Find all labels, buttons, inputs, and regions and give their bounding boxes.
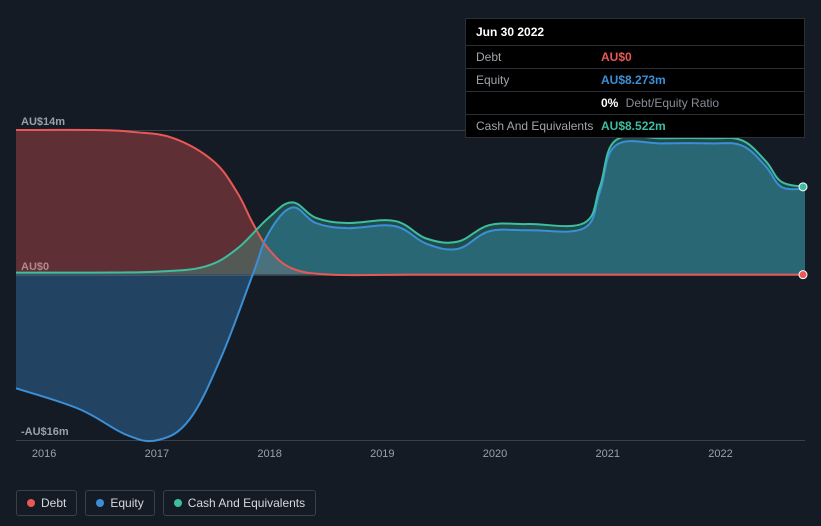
end-marker (799, 271, 807, 279)
x-axis-label: 2018 (257, 448, 281, 460)
tooltip-label (476, 96, 601, 110)
tooltip-value: AU$8.273m (601, 73, 666, 87)
x-axis-label: 2020 (483, 448, 507, 460)
tooltip-value: AU$8.522m (601, 119, 666, 133)
tooltip-row: EquityAU$8.273m (466, 69, 804, 92)
legend-dot-icon (96, 499, 104, 507)
end-marker (799, 183, 807, 191)
y-axis-label: AU$14m (21, 116, 65, 128)
x-axis-label: 2017 (145, 448, 169, 460)
tooltip-value: AU$0 (601, 50, 632, 64)
chart-tooltip: Jun 30 2022 DebtAU$0EquityAU$8.273m0% De… (465, 18, 805, 138)
legend: Debt Equity Cash And Equivalents (16, 490, 316, 516)
tooltip-label: Cash And Equivalents (476, 119, 601, 133)
tooltip-date: Jun 30 2022 (466, 19, 804, 46)
x-axis-label: 2022 (708, 448, 732, 460)
legend-dot-icon (27, 499, 35, 507)
gridline (16, 440, 805, 441)
tooltip-label: Debt (476, 50, 601, 64)
x-axis-label: 2021 (596, 448, 620, 460)
x-axis-label: 2019 (370, 448, 394, 460)
chart-area: AU$14mAU$0-AU$16m 2016201720182019202020… (16, 130, 805, 440)
tooltip-row: Cash And EquivalentsAU$8.522m (466, 115, 804, 137)
chart-plot (16, 130, 805, 440)
legend-item-equity[interactable]: Equity (85, 490, 154, 516)
legend-label: Cash And Equivalents (188, 496, 305, 510)
legend-label: Equity (110, 496, 143, 510)
x-axis-label: 2016 (32, 448, 56, 460)
tooltip-value: 0% Debt/Equity Ratio (601, 96, 719, 110)
legend-item-cash-and-equivalents[interactable]: Cash And Equivalents (163, 490, 316, 516)
legend-label: Debt (41, 496, 66, 510)
tooltip-row: 0% Debt/Equity Ratio (466, 92, 804, 115)
tooltip-row: DebtAU$0 (466, 46, 804, 69)
legend-item-debt[interactable]: Debt (16, 490, 77, 516)
tooltip-label: Equity (476, 73, 601, 87)
legend-dot-icon (174, 499, 182, 507)
